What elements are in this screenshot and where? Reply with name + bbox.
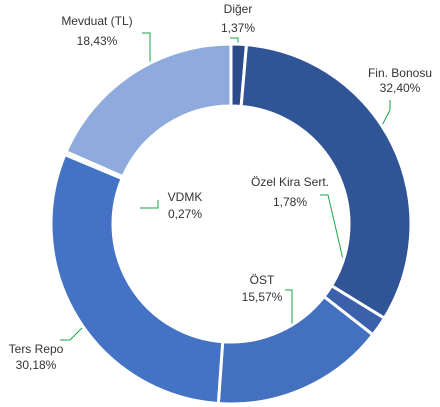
category-label: ÖST bbox=[250, 273, 275, 287]
donut-segment bbox=[239, 43, 413, 321]
category-label: Diğer bbox=[224, 2, 253, 16]
value-label: 1,37% bbox=[221, 21, 255, 35]
category-label: Mevduat (TL) bbox=[61, 14, 132, 28]
donut-segment bbox=[49, 152, 225, 406]
value-label: 32,40% bbox=[380, 81, 421, 95]
value-label: 30,18% bbox=[16, 358, 57, 372]
value-label: 1,78% bbox=[273, 195, 307, 209]
category-label: Ters Repo bbox=[9, 342, 64, 356]
category-label: VDMK bbox=[168, 190, 203, 204]
value-label: 18,43% bbox=[77, 34, 118, 48]
category-label: Özel Kira Sert. bbox=[251, 175, 329, 189]
leader-line bbox=[140, 200, 159, 209]
value-label: 15,57% bbox=[242, 290, 283, 304]
donut-segment bbox=[64, 42, 233, 179]
leader-lines bbox=[60, 32, 391, 360]
category-label: Fin. Bonosu bbox=[368, 66, 432, 80]
value-label: 0,27% bbox=[168, 207, 202, 221]
